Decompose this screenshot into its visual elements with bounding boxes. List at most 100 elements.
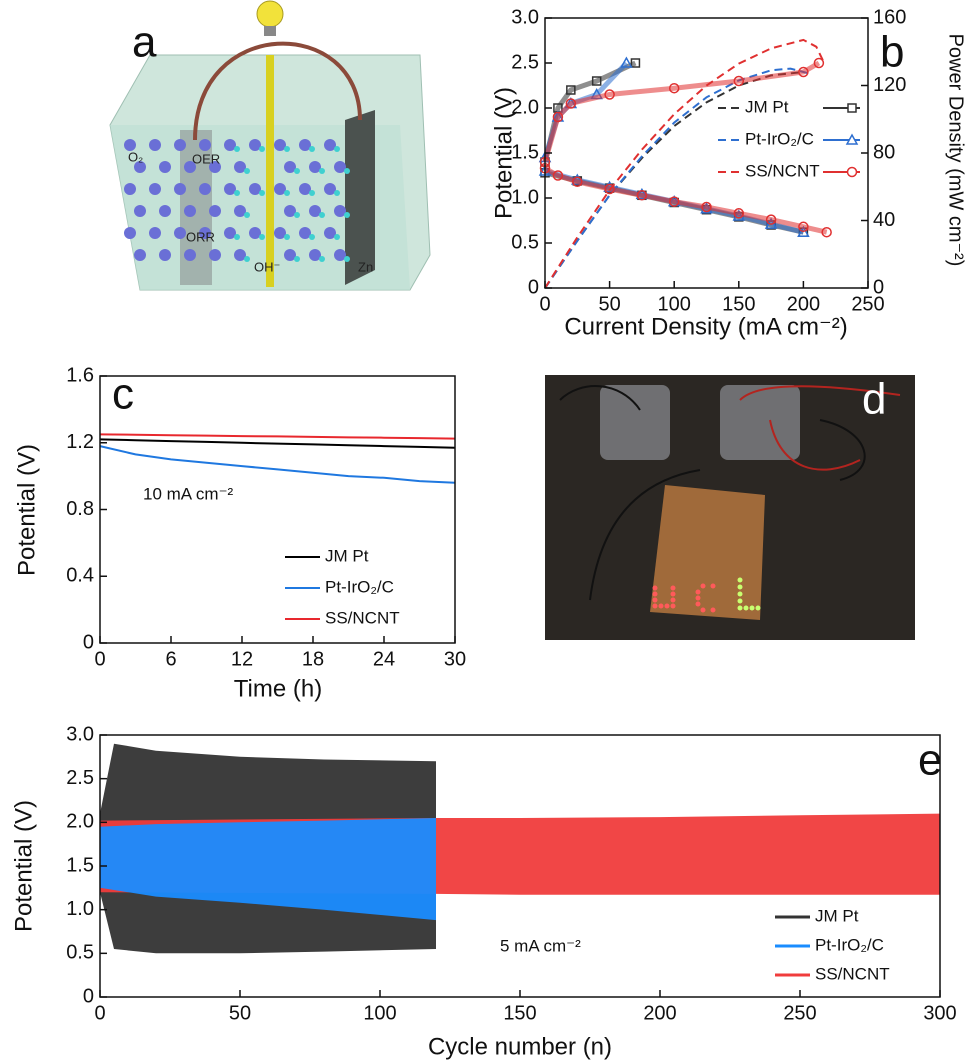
led [738,585,743,590]
led [665,604,670,609]
legend-label: JM Pt [745,97,789,116]
x-tick-label: 18 [302,648,324,670]
legend-label: SS/NCNT [815,964,890,983]
led [653,598,658,603]
y2-tick-label: 0 [873,276,884,298]
y-tick-label: 1.6 [66,364,94,386]
y-tick-label: 1.5 [66,854,94,876]
x-tick-label: 250 [783,1002,816,1024]
particle [309,146,315,152]
particle [134,205,146,217]
y-tick-label: 0.4 [66,565,94,587]
led [750,606,755,611]
schematic-label: O₂ [128,149,143,164]
led [671,604,676,609]
x-tick-label: 150 [503,1002,536,1024]
led [711,584,716,589]
y-tick-label: 1.2 [66,431,94,453]
y-tick-label: 2.5 [511,51,539,73]
particle [244,256,250,262]
led [659,604,664,609]
x-tick-label: 150 [722,293,755,315]
line [100,439,455,447]
particle [184,205,196,217]
particle [159,205,171,217]
particle [309,190,315,196]
panel-label: a [132,18,157,67]
x-tick-label: 12 [231,648,253,670]
y2-tick-label: 40 [873,209,895,231]
schematic-label: Zn [358,259,373,274]
led [696,596,701,601]
particle [134,249,146,261]
particle [199,139,211,151]
particle [319,212,325,218]
legend-label: Pt-IrO₂/C [815,935,884,954]
particle [334,190,340,196]
x-tick-label: 200 [643,1002,676,1024]
schematic-label: OER [192,151,220,166]
y-tick-label: 2.0 [66,811,94,833]
led [738,592,743,597]
photo: d [545,375,915,640]
legend-label: JM Pt [815,906,859,925]
y2-axis-label: Power Density (mW cm⁻²) [945,34,967,267]
legend-label: SS/NCNT [325,608,400,627]
particle [149,139,161,151]
particle [234,190,240,196]
x-tick-label: 50 [229,1002,251,1024]
led [701,608,706,613]
x-tick-label: 300 [923,1002,956,1024]
annotation: 5 mA cm⁻² [500,936,581,955]
line [100,434,455,438]
led [671,592,676,597]
y-axis-label: Potential (V) [490,87,517,219]
particle [294,168,300,174]
particle [124,227,136,239]
particle [344,256,350,262]
y2-tick-label: 160 [873,6,906,28]
led [653,604,658,609]
schematic: a O₂ OER ORR OH⁻ Zn [110,1,430,290]
annotation: 10 mA cm⁻² [143,484,234,503]
led [671,598,676,603]
bulb [257,1,283,27]
particle [199,183,211,195]
x-axis-label: Cycle number (n) [428,1033,612,1060]
led [756,606,761,611]
legend-label: SS/NCNT [745,161,820,180]
schematic-label: OH⁻ [254,259,280,274]
y-tick-label: 3.0 [511,6,539,28]
schematic-label: ORR [186,229,215,244]
particle [344,168,350,174]
particle [334,234,340,240]
x-tick-label: 6 [165,648,176,670]
separator [266,55,274,287]
led [738,606,743,611]
cell [720,385,800,460]
plot-frame [100,376,455,643]
particle [284,234,290,240]
y-tick-label: 0.5 [66,942,94,964]
y-axis-label: Potential (V) [10,800,37,932]
x-tick-label: 200 [787,293,820,315]
particle [294,212,300,218]
particle [244,168,250,174]
particle [319,168,325,174]
x-tick-label: 30 [444,648,466,670]
y-tick-label: 0.8 [66,498,94,520]
x-tick-label: 100 [363,1002,396,1024]
particle [174,183,186,195]
particle [319,256,325,262]
y-tick-label: 0 [83,985,94,1007]
line [100,446,455,483]
particle [159,161,171,173]
led [696,590,701,595]
led [653,592,658,597]
particle [259,146,265,152]
circuit-board [650,485,765,620]
x-tick-label: 0 [539,293,550,315]
x-axis-label: Current Density (mA cm⁻²) [564,313,847,340]
x-tick-label: 0 [94,648,105,670]
panel-label: c [112,370,134,419]
